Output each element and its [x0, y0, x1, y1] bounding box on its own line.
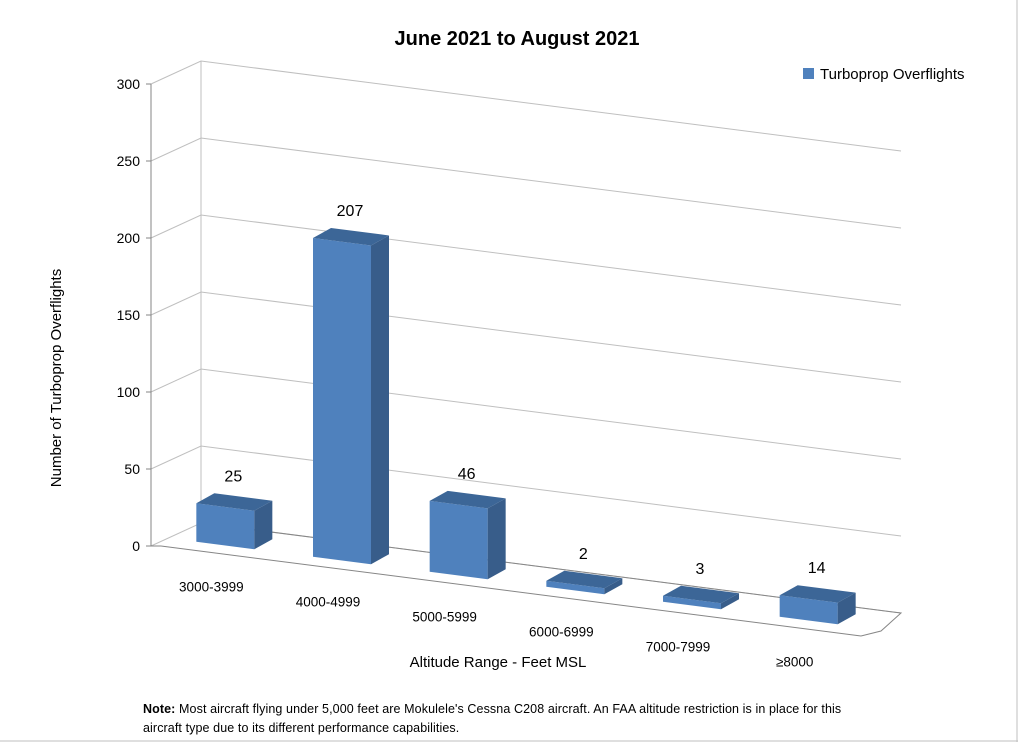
- bar-side: [837, 592, 856, 625]
- bar-front: [663, 595, 721, 610]
- bar: [313, 227, 389, 565]
- bar-side: [371, 235, 389, 565]
- data-label: 46: [458, 466, 476, 483]
- legend-label: Turboprop Overflights: [820, 66, 965, 83]
- bar-top: [663, 585, 739, 604]
- y-tick-label: 150: [117, 307, 141, 323]
- data-label: 14: [808, 560, 826, 577]
- bar-front: [196, 503, 255, 550]
- x-tick-label: 4000-4999: [296, 595, 361, 610]
- footnote-label: Note:: [143, 702, 176, 716]
- chart-title: June 2021 to August 2021: [395, 28, 640, 50]
- bar: [196, 493, 273, 550]
- data-label: 25: [224, 468, 242, 485]
- legend: Turboprop Overflights: [803, 66, 965, 83]
- bar-top: [313, 227, 389, 246]
- x-tick-label: 5000-5999: [412, 610, 477, 625]
- bar-top: [546, 570, 623, 589]
- bar: [546, 570, 623, 595]
- y-tick-label: 300: [117, 76, 141, 92]
- bar-top: [779, 585, 856, 603]
- legend-swatch: [803, 68, 814, 79]
- data-label: 207: [337, 203, 364, 220]
- y-tick-label: 50: [124, 461, 140, 477]
- x-tick-label: 6000-6999: [529, 625, 594, 640]
- bar: [779, 585, 856, 625]
- footnote-text: Most aircraft flying under 5,000 feet ar…: [143, 702, 842, 735]
- x-tick-label: 3000-3999: [179, 580, 244, 595]
- bar-front: [429, 500, 488, 580]
- bar-front: [779, 595, 838, 625]
- x-axis-title: Altitude Range - Feet MSL: [410, 654, 587, 671]
- bar: [429, 490, 506, 580]
- bar-top: [196, 493, 273, 511]
- bar: [663, 585, 739, 610]
- floor-edge: [200, 522, 903, 637]
- y-tick-label: 200: [117, 230, 141, 246]
- y-tick-label: 100: [117, 384, 141, 400]
- x-tick-label: 7000-7999: [646, 640, 711, 655]
- footnote: Note: Most aircraft flying under 5,000 f…: [143, 700, 873, 738]
- bar-side: [254, 500, 273, 550]
- bar-top: [429, 490, 506, 509]
- y-axis-title: Number of Turboprop Overflights: [48, 269, 65, 487]
- bar-side: [721, 593, 739, 610]
- y-tick-label: 0: [132, 538, 140, 554]
- bar-front: [313, 237, 371, 565]
- data-label: 3: [696, 561, 705, 578]
- y-tick-label: 250: [117, 153, 141, 169]
- x-axis-line: [160, 545, 862, 637]
- bar-front: [546, 580, 605, 595]
- x-tick-label: ≥8000: [776, 655, 813, 670]
- bar-side: [604, 578, 623, 595]
- bar-side: [487, 498, 506, 580]
- data-label: 2: [579, 546, 588, 563]
